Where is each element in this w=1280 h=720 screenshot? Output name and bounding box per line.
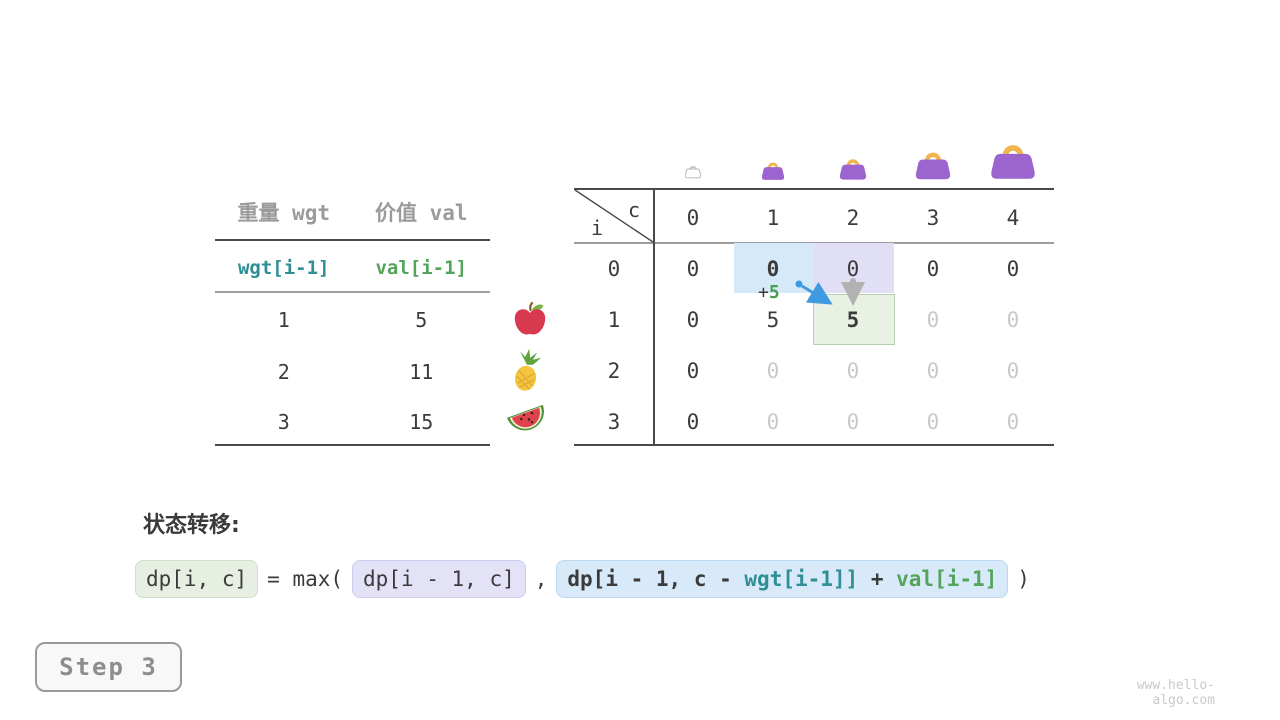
dp-cell-r0-c4: 0 — [1006, 257, 1020, 281]
formula-arg2-box: dp[i - 1, c - wgt[i-1]] + val[i-1] — [556, 560, 1009, 598]
state-transition-formula: dp[i, c] = max( dp[i - 1, c] , dp[i - 1,… — [135, 560, 1030, 598]
formula-equals-max: = max( — [267, 567, 344, 591]
dp-cell-r1-c4: 0 — [1006, 308, 1020, 332]
state-transition-heading: 状态转移: — [143, 513, 240, 538]
corner-item-label: i — [591, 216, 604, 240]
apple-icon — [514, 302, 546, 335]
dp-cell-r0-c1: 0 — [766, 257, 780, 281]
formula-arg2-val: val[i-1] — [896, 567, 998, 591]
items-table-row-3: 3 15 — [215, 410, 490, 434]
item3-weight: 3 — [277, 410, 290, 434]
item2-value: 11 — [409, 360, 434, 384]
item3-value: 15 — [409, 410, 434, 434]
dp-table-top-rule — [574, 188, 1054, 190]
pineapple-icon — [514, 348, 542, 391]
weight-column-header: 重量 wgt — [237, 201, 331, 225]
formula-arg2-wgt: wgt[i-1]] — [744, 567, 859, 591]
dp-cell-r3-c4: 0 — [1006, 410, 1020, 434]
items-table-row-1: 1 5 — [215, 308, 490, 332]
dp-row-header-2: 2 — [607, 359, 621, 383]
formula-arg2-plus: + — [858, 567, 897, 591]
items-table-bottom-rule — [215, 444, 490, 446]
dp-cell-r3-c3: 0 — [926, 410, 940, 434]
watermark: www.hello-algo.com — [1136, 678, 1215, 708]
formula-closing-paren: ) — [1017, 567, 1030, 591]
dp-row-header-3: 3 — [607, 410, 621, 434]
dp-cell-r1-c1: 5 — [766, 308, 780, 332]
corner-capacity-label: c — [628, 198, 641, 222]
corner-diagonal-line — [574, 189, 654, 243]
dp-cell-r0-c0: 0 — [686, 257, 700, 281]
dp-table-bottom-rule — [574, 444, 1054, 446]
val-variable-label: val[i-1] — [375, 257, 467, 279]
dp-col-header-4: 4 — [1006, 206, 1020, 230]
dp-col-header-3: 3 — [926, 206, 940, 230]
wgt-variable-label: wgt[i-1] — [237, 257, 330, 279]
items-table-variable-row: wgt[i-1] val[i-1] — [215, 257, 490, 279]
bag-large-icon — [915, 152, 951, 180]
dp-cell-r3-c1: 0 — [766, 410, 780, 434]
item1-weight: 1 — [277, 308, 290, 332]
dp-cell-r2-c4: 0 — [1006, 359, 1020, 383]
watermelon-icon — [507, 404, 544, 431]
dp-cell-r0-c2: 0 — [846, 257, 860, 281]
plus-sign: + — [758, 282, 769, 303]
formula-arg1-box: dp[i - 1, c] — [352, 560, 526, 598]
item2-weight: 2 — [277, 360, 290, 384]
formula-arg2-prefix: dp[i - 1, c - — [567, 567, 745, 591]
bag-xlarge-icon — [991, 145, 1035, 179]
dp-col-header-1: 1 — [766, 206, 780, 230]
dp-cell-r0-c3: 0 — [926, 257, 940, 281]
dp-col-header-2: 2 — [846, 206, 860, 230]
bag-outline-icon — [685, 165, 701, 179]
items-table-header: 重量 wgt 价值 val — [215, 197, 490, 227]
dp-cell-r1-c2: 5 — [846, 308, 860, 332]
item1-value: 5 — [415, 308, 428, 332]
dp-col-header-0: 0 — [686, 206, 700, 230]
dp-row-header-0: 0 — [607, 257, 621, 281]
formula-lhs-box: dp[i, c] — [135, 560, 259, 598]
added-value: 5 — [768, 282, 780, 303]
bag-small-icon — [761, 162, 785, 180]
dp-cell-r2-c1: 0 — [766, 359, 780, 383]
dp-cell-r3-c2: 0 — [846, 410, 860, 434]
step-badge: Step 3 — [35, 642, 182, 692]
bag-medium-icon — [839, 159, 867, 180]
dp-cell-r3-c0: 0 — [686, 410, 700, 434]
formula-comma: , — [534, 567, 548, 591]
dp-cell-r2-c0: 0 — [686, 359, 700, 383]
dp-cell-r1-c3: 0 — [926, 308, 940, 332]
dp-row-header-1: 1 — [607, 308, 621, 332]
dp-table-vertical-rule — [653, 188, 655, 446]
items-table-mid-rule — [215, 291, 490, 293]
dp-table-header-rule — [574, 242, 1054, 244]
items-table-row-2: 2 11 — [215, 360, 490, 384]
dp-cell-r2-c3: 0 — [926, 359, 940, 383]
value-column-header: 价值 val — [374, 201, 468, 225]
dp-cell-r1-c0: 0 — [686, 308, 700, 332]
items-table-top-rule — [215, 239, 490, 241]
transition-value-annotation: +5 — [758, 282, 780, 303]
dp-cell-r2-c2: 0 — [846, 359, 860, 383]
